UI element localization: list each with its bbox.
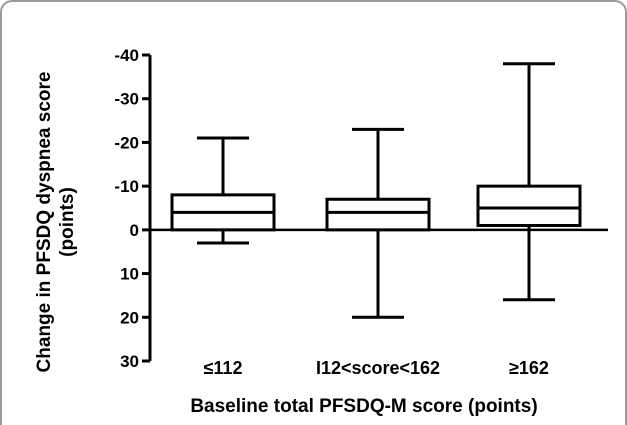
y-tick-label: -20 <box>114 133 139 152</box>
y-tick-label: 10 <box>120 265 139 284</box>
y-tick-label: -10 <box>114 177 139 196</box>
category-labels: ≤112 I12<score<162 ≥162 <box>204 358 549 378</box>
iqr-box <box>476 184 582 227</box>
category-label: ≥162 <box>509 358 549 378</box>
y-tick-label: 20 <box>120 308 139 327</box>
y-axis: -40 -30 -20 -10 0 10 20 30 <box>114 46 608 371</box>
y-axis-title-line2: (points) <box>57 187 78 257</box>
category-label: I12<score<162 <box>316 358 440 378</box>
box-1 <box>170 136 276 245</box>
box-2 <box>325 127 431 319</box>
y-tick-label: -30 <box>114 90 139 109</box>
y-tick-label: -40 <box>114 46 139 65</box>
y-tick-label: 30 <box>120 352 139 371</box>
x-axis-title: Baseline total PFSDQ-M score (points) <box>190 396 537 417</box>
y-axis-title-line1: Change in PFSDQ dyspnea score <box>34 72 55 373</box>
iqr-box <box>325 197 431 232</box>
box-series <box>170 62 582 319</box>
y-tick-label: 0 <box>130 221 139 240</box>
box-3 <box>476 62 582 302</box>
category-label: ≤112 <box>204 358 243 378</box>
